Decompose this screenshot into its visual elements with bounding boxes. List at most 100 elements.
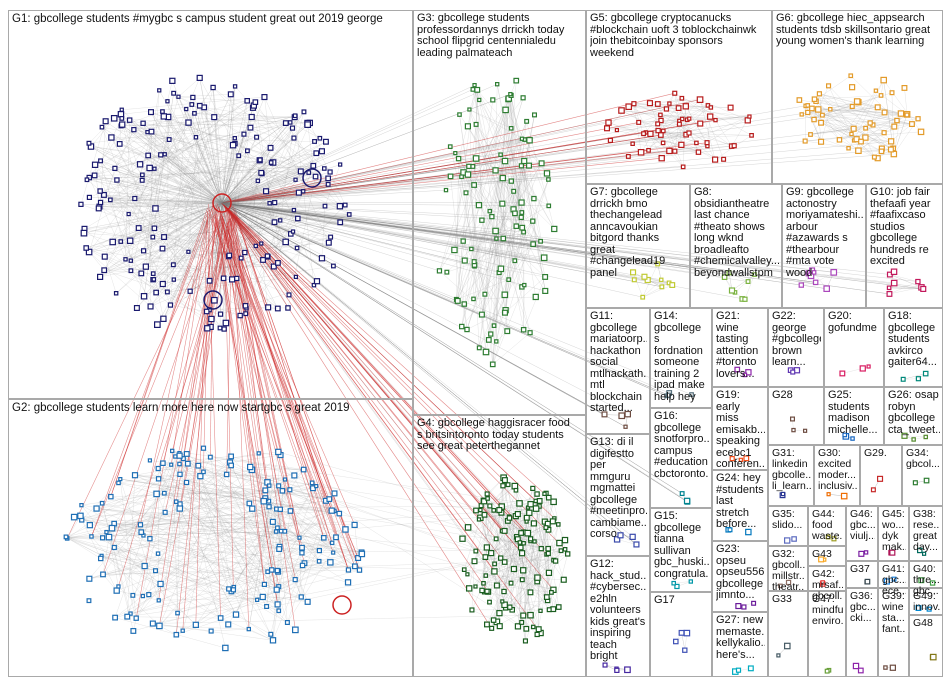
group-label: G28 <box>772 390 793 401</box>
network-edge <box>114 129 134 169</box>
network-edge <box>221 202 294 211</box>
network-edge <box>617 539 637 545</box>
network-edge <box>472 89 531 333</box>
network-edge <box>679 124 682 145</box>
network-edge <box>539 500 549 549</box>
network-edge <box>724 274 755 278</box>
network-edge <box>212 87 227 324</box>
network-node <box>471 259 477 265</box>
network-node <box>501 588 507 595</box>
network-edge <box>471 561 475 610</box>
network-edge <box>67 538 161 585</box>
network-edge <box>81 519 355 526</box>
network-edge <box>608 122 724 160</box>
network-edge <box>94 139 170 176</box>
network-edge <box>221 134 661 204</box>
network-node <box>459 174 464 180</box>
network-edge <box>221 202 643 298</box>
network-node <box>508 125 514 131</box>
group-g43: G43 <box>808 546 846 566</box>
network-edge <box>280 509 282 532</box>
network-edge <box>162 117 215 285</box>
network-node <box>564 551 571 557</box>
network-edge <box>98 202 223 209</box>
network-node <box>86 521 94 529</box>
network-edge <box>81 504 362 553</box>
network-edge <box>287 499 330 623</box>
network-edge <box>221 84 498 204</box>
network-node <box>147 303 154 310</box>
network-node <box>791 427 796 433</box>
network-node <box>726 270 732 276</box>
network-edge <box>458 140 530 159</box>
network-edge <box>221 202 340 207</box>
network-edge <box>116 456 232 591</box>
network-edge <box>492 179 549 365</box>
group-label: G32: gbcoll... millstr... theatr... <box>772 549 805 593</box>
network-edge <box>486 524 559 625</box>
network-edge <box>221 150 649 204</box>
network-node <box>112 614 119 621</box>
network-node <box>805 103 811 108</box>
network-edge <box>480 509 524 571</box>
network-edge <box>467 126 546 278</box>
network-edge <box>179 463 268 572</box>
network-edge <box>839 126 895 141</box>
network-edge <box>152 202 223 238</box>
network-edge <box>865 137 875 158</box>
network-edge <box>889 274 919 282</box>
network-node <box>312 139 318 144</box>
network-node <box>352 563 358 570</box>
group-label: G26: osap robyn gbcollege cta_tweet... <box>888 390 940 436</box>
network-node <box>496 507 503 514</box>
network-edge <box>828 85 895 155</box>
network-edge <box>65 536 320 562</box>
network-edge <box>454 85 475 251</box>
network-edge <box>299 537 359 559</box>
network-node <box>516 500 523 507</box>
network-node <box>682 103 690 110</box>
network-node <box>917 128 925 136</box>
network-node <box>674 583 680 590</box>
network-edge <box>110 165 314 201</box>
network-edge <box>221 149 891 204</box>
network-edge <box>547 497 549 524</box>
network-edge <box>820 109 831 142</box>
network-node <box>146 164 153 172</box>
network-edge <box>84 228 230 256</box>
group-g4: G4: gbcollege haggisracer food s britsin… <box>413 415 586 677</box>
network-edge <box>120 173 263 242</box>
network-node <box>443 187 449 193</box>
network-edge <box>83 202 223 234</box>
network-node <box>85 248 93 256</box>
network-edge <box>221 202 890 275</box>
network-edge <box>86 202 223 249</box>
network-edge <box>114 510 291 524</box>
network-edge <box>496 232 524 342</box>
network-node <box>211 296 218 304</box>
network-edge <box>853 79 884 129</box>
network-node <box>460 238 466 244</box>
network-node <box>301 189 306 194</box>
network-edge <box>167 291 212 320</box>
network-edge <box>815 101 875 158</box>
network-node <box>471 296 476 302</box>
network-node <box>195 462 202 469</box>
network-node <box>514 511 521 518</box>
network-edge <box>477 89 548 174</box>
network-node <box>510 565 517 573</box>
network-edge <box>96 508 273 523</box>
network-edge <box>472 166 504 239</box>
network-node <box>500 483 506 489</box>
network-node <box>271 219 278 226</box>
network-edge <box>234 138 331 238</box>
network-edge <box>179 505 490 509</box>
network-edge <box>155 570 271 635</box>
network-edge <box>497 84 522 203</box>
network-edge <box>94 164 151 307</box>
network-node <box>530 485 536 491</box>
network-node <box>817 138 825 145</box>
network-node <box>521 157 528 165</box>
network-edge <box>99 100 248 207</box>
network-edge <box>715 119 732 147</box>
